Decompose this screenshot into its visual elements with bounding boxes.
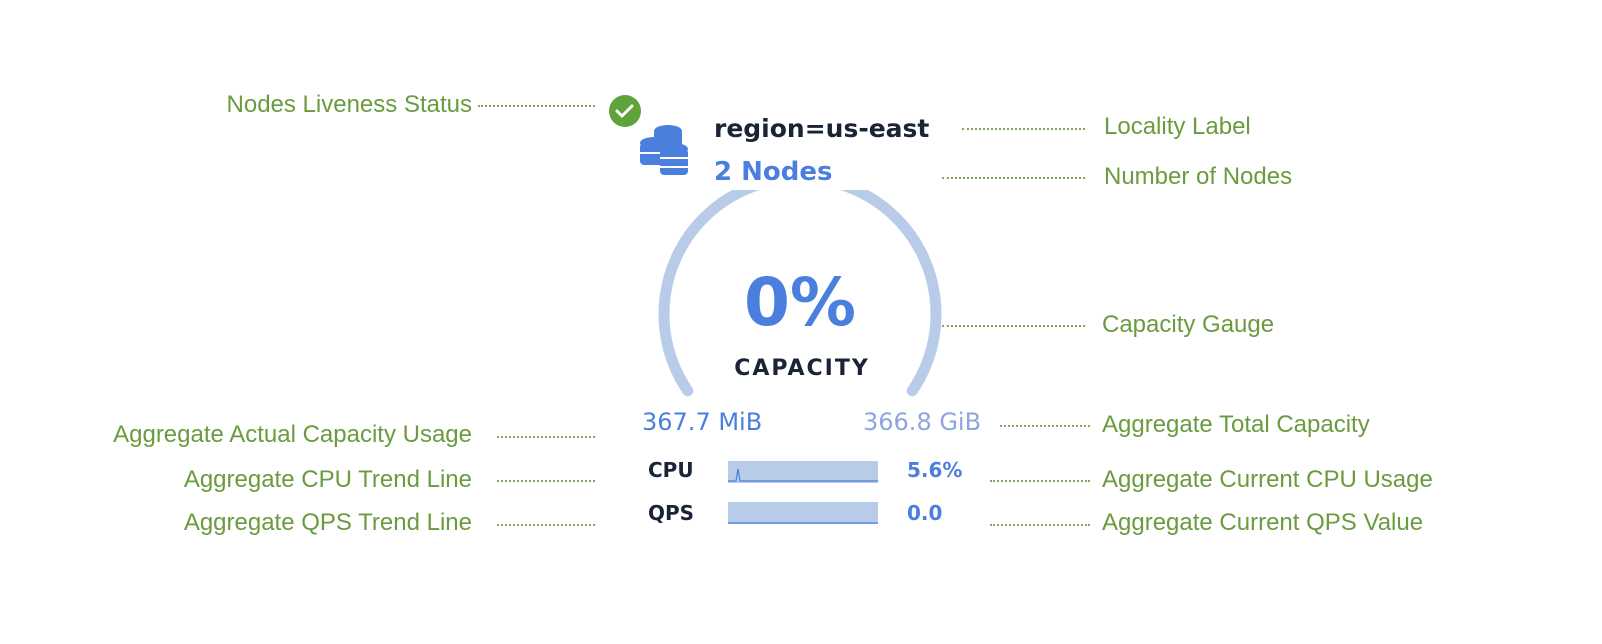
capacity-used: 367.7 MiB — [642, 408, 763, 436]
cpu-label: CPU — [648, 458, 694, 482]
leader-line — [497, 436, 595, 438]
annotation-qps-current: Aggregate Current QPS Value — [1102, 509, 1424, 536]
database-stack-icon — [640, 125, 688, 175]
leader-line — [962, 128, 1085, 130]
annotation-qps-trend: Aggregate QPS Trend Line — [183, 509, 472, 536]
node-count[interactable]: 2 Nodes — [714, 157, 833, 187]
annotation-cpu-current: Aggregate Current CPU Usage — [1102, 466, 1433, 493]
locality-label: region=us-east — [714, 114, 930, 143]
cpu-value: 5.6% — [907, 458, 963, 482]
qps-value: 0.0 — [907, 501, 943, 525]
capacity-gauge — [658, 190, 942, 397]
capacity-label: CAPACITY — [734, 356, 870, 381]
liveness-check-icon — [609, 95, 641, 127]
leader-line — [942, 177, 1085, 179]
cpu-sparkline — [728, 461, 878, 483]
annotation-liveness: Nodes Liveness Status — [226, 91, 472, 118]
annotation-actual-usage: Aggregate Actual Capacity Usage — [113, 421, 472, 448]
leader-line — [990, 524, 1090, 526]
leader-line — [497, 480, 595, 482]
annotation-total-capacity: Aggregate Total Capacity — [1102, 411, 1370, 438]
leader-line — [478, 105, 595, 107]
annotation-cpu-trend: Aggregate CPU Trend Line — [183, 466, 472, 493]
annotation-gauge: Capacity Gauge — [1102, 311, 1275, 338]
leader-line — [942, 325, 1085, 327]
qps-sparkline — [728, 502, 878, 524]
leader-line — [990, 480, 1090, 482]
qps-label: QPS — [648, 501, 695, 525]
annotation-node-count: Number of Nodes — [1104, 163, 1293, 190]
capacity-percent: 0% — [743, 264, 857, 341]
annotation-locality: Locality Label — [1104, 113, 1251, 140]
capacity-total: 366.8 GiB — [863, 408, 982, 436]
leader-line — [497, 524, 595, 526]
leader-line — [1000, 425, 1090, 427]
gauge-track — [658, 190, 942, 397]
